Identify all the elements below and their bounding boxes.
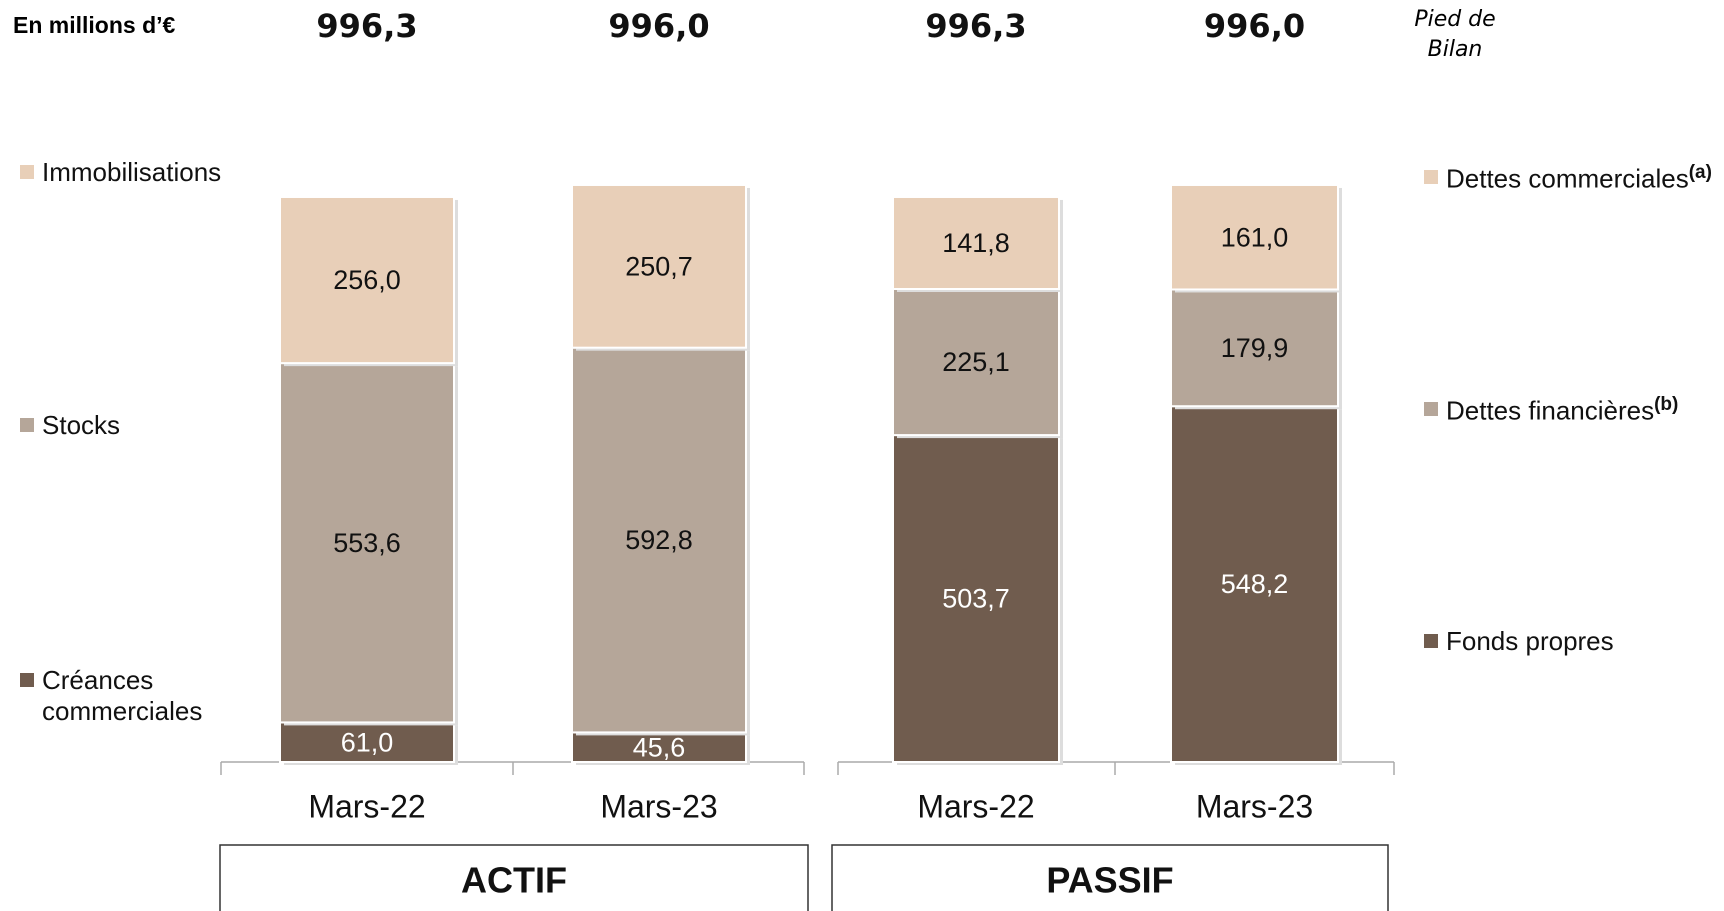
value-label: 225,1 (942, 347, 1010, 377)
bar-segment (892, 195, 1060, 291)
x-tick-label: Mars-22 (917, 788, 1034, 824)
value-label: 503,7 (942, 584, 1010, 614)
legend-item: Dettes commerciales(a) (1424, 162, 1724, 195)
value-label: 592,8 (625, 525, 693, 555)
bar-segment (571, 346, 747, 734)
legend-swatch (20, 418, 34, 432)
unit-label: En millions d’€ (13, 12, 176, 38)
legend-label: Dettes commerciales(a) (1446, 162, 1712, 195)
legend-label: Fonds propres (1446, 626, 1614, 657)
legend-item: Fonds propres (1424, 626, 1724, 657)
legend-text: Dettes commerciales (1446, 163, 1689, 194)
legend-text: Immobilisations (42, 157, 222, 187)
legend-text: Dettes financières (1446, 395, 1655, 426)
total-label: 996,3 (925, 7, 1026, 45)
value-label: 256,0 (333, 265, 401, 295)
legend-swatch (1424, 634, 1438, 648)
bar-segment (892, 288, 1060, 437)
bar-segment (571, 183, 747, 349)
legend-item: Immobilisations (20, 157, 221, 188)
legend-item: Dettes financières(b) (1424, 394, 1724, 427)
side-note-box: Pied de Bilan (1414, 7, 1496, 62)
bar-segment (1170, 405, 1339, 763)
side-note: Pied de Bilan (1414, 7, 1496, 62)
value-label: 553,6 (333, 528, 401, 558)
legend-label: Dettes financières(b) (1446, 394, 1678, 427)
legend-swatch (20, 673, 34, 687)
value-label: 161,0 (1221, 222, 1289, 252)
legend-item: Stocks (20, 410, 210, 441)
legend-text: Stocks (42, 410, 121, 440)
bar-segment (279, 362, 455, 724)
bar-segment (279, 195, 455, 365)
bar-segment (1170, 183, 1339, 291)
legend-swatch (1424, 402, 1438, 416)
bar-segment (1170, 288, 1339, 408)
value-label: 179,9 (1221, 333, 1289, 363)
legend-footnote: (b) (1654, 394, 1679, 415)
legend-item: Créances commerciales (20, 665, 210, 727)
total-label: 996,3 (316, 7, 417, 45)
total-label: 996,0 (608, 7, 709, 45)
group-label: ACTIF (461, 860, 567, 901)
bar-segment (571, 731, 747, 763)
legend-label: Stocks (42, 410, 120, 441)
value-label: 141,8 (942, 228, 1010, 258)
legend-footnote: (a) (1688, 162, 1712, 183)
legend-label: Créances commerciales (42, 665, 210, 727)
value-label: 250,7 (625, 251, 693, 281)
value-label: 548,2 (1221, 569, 1289, 599)
x-tick-label: Mars-22 (308, 788, 425, 824)
total-label: 996,0 (1204, 7, 1305, 45)
legend-text: Créances commerciales (42, 665, 203, 726)
x-tick-label: Mars-23 (600, 788, 717, 824)
value-label: 61,0 (341, 727, 394, 757)
legend-text: Fonds propres (1446, 626, 1614, 656)
legend-label: Immobilisations (42, 157, 221, 188)
legend-swatch (20, 165, 34, 179)
x-tick-label: Mars-23 (1196, 788, 1313, 824)
group-box (831, 844, 1389, 911)
legend-swatch (1424, 170, 1438, 184)
value-label: 45,6 (633, 732, 686, 762)
bar-segment (892, 434, 1060, 763)
group-box (219, 844, 809, 911)
group-label: PASSIF (1046, 860, 1173, 901)
bar-segment (279, 721, 455, 764)
